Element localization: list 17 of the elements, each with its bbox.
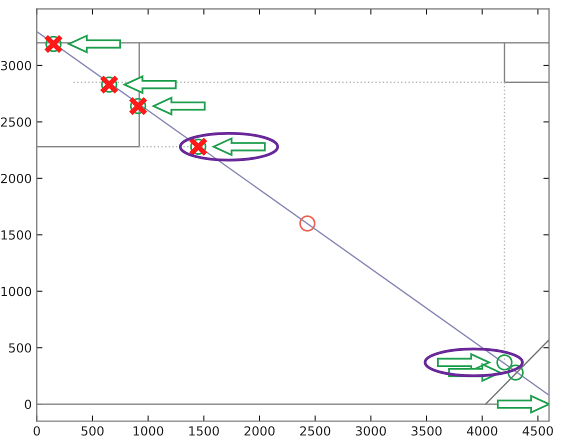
- y-tick-label: 2000: [1, 174, 32, 184]
- x-tick-label: 3000: [356, 426, 386, 436]
- x-tick-label: 1500: [189, 426, 219, 436]
- y-tick-label: 1500: [1, 230, 32, 240]
- x-tick-label: 2000: [244, 426, 275, 436]
- x-tick-label: 0: [34, 426, 40, 436]
- x-tick-label: 3500: [412, 426, 442, 436]
- x-tick-label: 4000: [466, 426, 498, 436]
- x-tick-label: 1000: [134, 426, 164, 436]
- y-tick-label: 0: [24, 400, 32, 410]
- y-tick-label: 500: [9, 343, 32, 353]
- x-tick-label: 2500: [300, 426, 330, 436]
- x-tick-label: 4500: [522, 426, 553, 436]
- y-tick-label: 2500: [1, 117, 32, 127]
- y-tick-label: 3000: [1, 60, 32, 70]
- x-tick-label: 500: [82, 426, 104, 436]
- y-tick-label: 1000: [1, 286, 32, 296]
